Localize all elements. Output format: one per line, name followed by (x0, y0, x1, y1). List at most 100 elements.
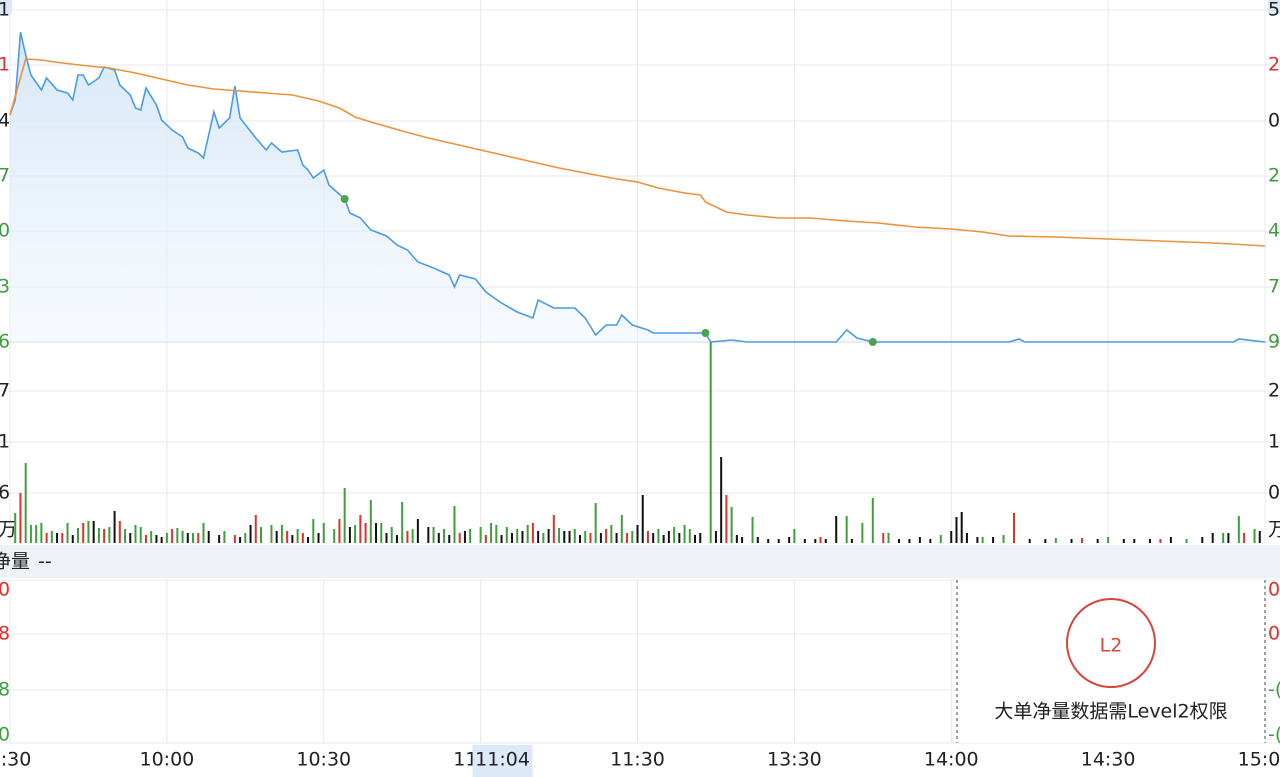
volume-bar (165, 533, 168, 543)
y-label-right: 9 (1268, 331, 1280, 353)
volume-bar (359, 515, 362, 543)
volume-bar (992, 537, 995, 543)
panel-header (0, 545, 1280, 578)
volume-bar (218, 535, 221, 543)
volume-bar (657, 529, 660, 543)
volume-bar (610, 525, 613, 543)
volume-bar (976, 537, 979, 543)
volume-bar (929, 539, 932, 543)
signal-dot (868, 338, 877, 346)
volume-bar (254, 515, 257, 543)
volume-bar (369, 500, 372, 543)
volume-bar (484, 535, 487, 543)
volume-bar (197, 533, 200, 543)
volume-bar (29, 525, 32, 543)
volume-bar (965, 533, 968, 543)
volume-bar (1159, 539, 1162, 543)
y-label-right: 2 (1268, 165, 1280, 187)
volume-bar (688, 529, 691, 543)
volume-bar (605, 529, 608, 543)
volume-bar (1211, 533, 1214, 543)
volume-bar (113, 511, 116, 543)
volume-bar (244, 533, 247, 543)
volume-bar (249, 525, 252, 543)
y-label-right: 2 (1268, 54, 1280, 76)
volume-bar (850, 539, 853, 543)
volume-bar (1096, 539, 1099, 543)
volume-bar (134, 525, 137, 543)
volume-bar (1253, 529, 1256, 543)
volume-bar (160, 537, 163, 543)
volume-bar (448, 535, 451, 543)
volume-bar (788, 537, 791, 543)
volume-bar (594, 503, 597, 543)
volume-bar (432, 527, 435, 543)
y-label-left: 3 (0, 276, 10, 298)
volume-bar (1133, 539, 1136, 543)
volume-bar (814, 539, 817, 543)
volume-bar (735, 535, 738, 543)
volume-bar (150, 531, 153, 543)
lower-label-left: 8 (0, 679, 10, 701)
lower-label-left: 8 (0, 623, 10, 645)
volume-bar (338, 519, 341, 543)
volume-bar (824, 539, 827, 543)
volume-bar (50, 531, 53, 543)
volume-bar (171, 529, 174, 543)
lower-label-left: 0 (0, 579, 10, 601)
y-label-left: 6 (0, 482, 10, 504)
volume-bar (981, 537, 984, 543)
volume-bar (108, 527, 111, 543)
volume-bar (1122, 539, 1125, 543)
volume-bar (516, 529, 519, 543)
volume-bar (599, 533, 602, 543)
volume-bar (76, 528, 79, 543)
volume-bar (92, 521, 95, 543)
volume-bar (1237, 516, 1240, 543)
volume-bar (14, 513, 17, 543)
volume-bar (521, 531, 524, 543)
volume-bar (401, 502, 404, 543)
volume-bar (552, 515, 555, 543)
volume-bar (662, 535, 665, 543)
lower-label-left: 0 (0, 724, 10, 746)
y-label-right: 4 (1268, 220, 1280, 242)
volume-bar (714, 531, 717, 543)
volume-bar (1169, 537, 1172, 543)
volume-bar (354, 525, 357, 543)
volume-bar (505, 527, 508, 543)
volume-bar (897, 539, 900, 543)
volume-bar (260, 527, 262, 543)
volume-bar (495, 525, 498, 543)
y-label-left: 1 (0, 54, 10, 76)
volume-bar (563, 531, 566, 543)
volume-bar (97, 528, 100, 543)
volume-bar (395, 535, 398, 543)
volume-bar (699, 533, 702, 543)
volume-bar (767, 539, 770, 543)
y-label-left: 6 (0, 331, 10, 353)
volume-bar (275, 531, 278, 543)
lower-label-right: 0 (1268, 579, 1280, 601)
volume-bar (223, 531, 226, 543)
y-label-left: 7 (0, 165, 10, 187)
volume-bar (887, 533, 890, 543)
volume-bar (176, 528, 179, 543)
volume-bar (202, 523, 205, 543)
volume-bar (118, 521, 121, 543)
volume-bar (673, 527, 676, 543)
volume-bar (1107, 537, 1110, 543)
volume-bar (741, 537, 744, 543)
volume-bar (66, 523, 69, 543)
volume-bar (1243, 533, 1246, 543)
volume-bar (589, 533, 592, 543)
x-tick-label: 9:30 (0, 749, 31, 771)
signal-dot (701, 329, 710, 337)
volume-bar (1201, 537, 1204, 543)
volume-bar (845, 516, 848, 543)
volume-bar (950, 531, 953, 543)
volume-bar (301, 533, 304, 543)
volume-bar (1222, 533, 1225, 543)
volume-bar (803, 539, 806, 543)
